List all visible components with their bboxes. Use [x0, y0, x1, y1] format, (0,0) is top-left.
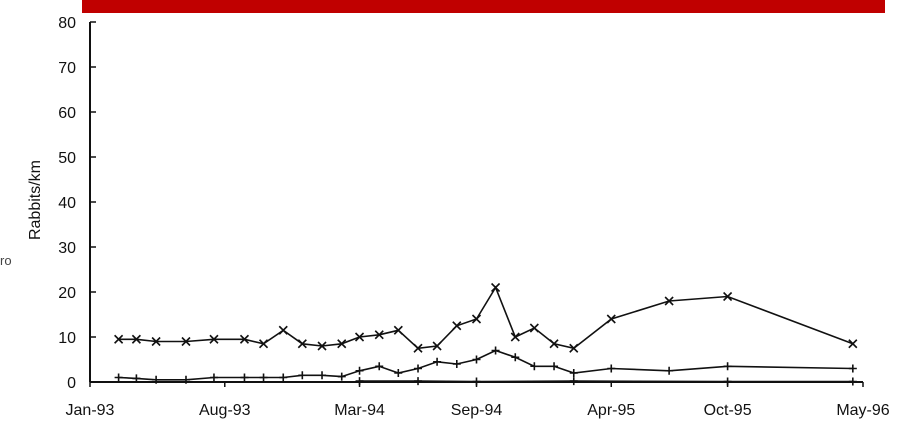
y-axis-label: Rabbits/km	[27, 160, 44, 240]
series-1-point	[278, 325, 288, 335]
series-1-point	[664, 296, 674, 306]
y-tick-label: 0	[67, 375, 76, 392]
series-2-point	[318, 371, 327, 380]
x-axis: Jan-93 Aug-93 Mar-94 Sep-94 Apr-95 Oct-95 May-…	[66, 381, 890, 419]
series-1-point	[317, 341, 327, 351]
series-2-point	[433, 357, 442, 366]
x-tick-label: Apr-95	[587, 402, 635, 419]
series-2-point	[298, 371, 307, 380]
y-tick-label: 70	[58, 60, 76, 77]
y-tick-label: 50	[58, 150, 76, 167]
series-2-point	[132, 374, 141, 383]
edge-text: ro	[0, 253, 12, 268]
series-2-point	[511, 353, 520, 362]
series-1-point	[151, 336, 161, 347]
series-1-point	[297, 339, 307, 349]
y-tick-label: 30	[58, 240, 76, 257]
series-2-point	[259, 373, 268, 382]
series-2-point	[152, 375, 161, 384]
series-2-point	[530, 362, 539, 371]
series-1-point	[510, 332, 520, 342]
series-3-point	[848, 377, 857, 386]
series-3-point	[723, 377, 732, 386]
series-1-point	[354, 332, 365, 342]
series-3-point	[569, 377, 578, 386]
series-1-point	[114, 334, 124, 344]
series-1-point	[529, 323, 539, 333]
series-2-point	[569, 369, 578, 377]
y-tick-label: 10	[58, 330, 76, 347]
series-1-point	[549, 339, 559, 349]
series-1-point	[337, 339, 347, 349]
series-1-point	[393, 325, 403, 335]
series-1-point	[569, 343, 579, 353]
series-2-point	[491, 346, 500, 355]
x-tick-label: Aug-93	[199, 402, 251, 419]
series-3-line	[359, 380, 853, 383]
series-2-point	[394, 369, 403, 377]
series-2-point	[279, 373, 288, 382]
top-banner	[82, 0, 885, 13]
series-2-point	[337, 372, 346, 381]
x-tick-label: Jan-93	[66, 402, 115, 419]
series-2-point	[452, 360, 461, 368]
series-1-point	[258, 339, 269, 349]
series-2-point	[240, 373, 249, 382]
series-2-point	[375, 362, 384, 371]
series-2-point	[355, 366, 364, 375]
y-axis: 0 10 20 30 40 50 60 70 80	[58, 15, 96, 392]
x-tick-label: Oct-95	[704, 402, 752, 419]
series-1-point	[723, 291, 733, 302]
series-1-point	[452, 321, 462, 331]
series-1-point	[131, 334, 141, 344]
series-1-point	[209, 334, 219, 344]
series-2-point	[414, 364, 423, 373]
series-2-point	[550, 362, 559, 371]
series-2-point	[848, 364, 857, 373]
series-1-point	[606, 314, 616, 324]
series-3-point	[472, 377, 481, 386]
x-tick-label: Sep-94	[451, 402, 503, 419]
series-1-point	[181, 336, 191, 347]
series-1-point	[491, 282, 501, 293]
series-1-point	[848, 339, 858, 349]
series-3-point	[414, 377, 423, 386]
series-2-point	[181, 375, 190, 384]
series-1-point	[413, 343, 423, 353]
series-2-point	[209, 373, 218, 382]
series-2-line	[118, 349, 853, 381]
series-2-point	[114, 373, 123, 382]
series-1-line	[118, 285, 854, 350]
y-tick-label: 20	[58, 285, 76, 302]
series-layer	[114, 282, 858, 386]
series-2-point	[665, 366, 674, 375]
y-tick-label: 40	[58, 195, 76, 212]
series-1-point	[471, 314, 482, 324]
series-3-point	[355, 377, 364, 386]
series-2-point	[472, 355, 481, 364]
x-tick-label: Mar-94	[334, 402, 385, 419]
y-tick-label: 60	[58, 105, 76, 122]
series-2-point	[607, 364, 616, 373]
series-1-point	[239, 334, 250, 344]
series-2-point	[723, 362, 732, 371]
y-tick-label: 80	[58, 15, 76, 32]
x-tick-label: May-96	[836, 402, 889, 419]
series-1-point	[374, 330, 384, 340]
series-1-point	[432, 341, 442, 351]
